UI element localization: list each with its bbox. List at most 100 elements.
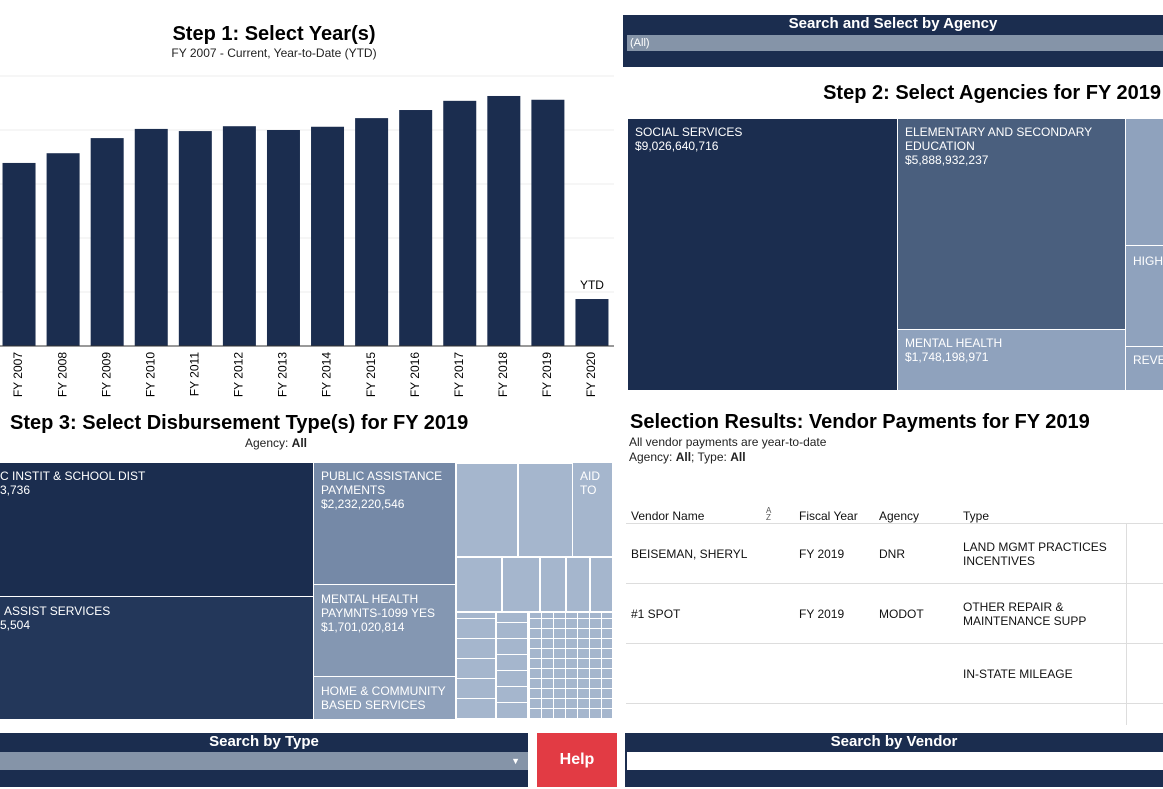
agency-dropdown-value: (All) bbox=[630, 37, 650, 49]
table-cell: OTHER PROFESSIONAL bbox=[963, 704, 1113, 725]
x-tick-label: FY 2010 bbox=[143, 352, 157, 397]
cell-label: C INSTIT & SCHOOL DIST bbox=[0, 469, 146, 483]
bar[interactable] bbox=[222, 126, 256, 346]
bar[interactable] bbox=[90, 138, 124, 346]
table-cell: 1 INTERPRETING & bbox=[631, 704, 781, 725]
agency-search-title: Search and Select by Agency bbox=[788, 15, 998, 32]
treemap-cell[interactable] bbox=[540, 557, 566, 612]
table-cell: MODOT bbox=[879, 606, 924, 621]
agency-dropdown[interactable]: (All) bbox=[627, 35, 1163, 51]
treemap-cell[interactable]: MENTAL HEALTH PAYMNTS-1099 YES $1,701,020… bbox=[314, 585, 456, 677]
step1-title: Step 1: Select Year(s) bbox=[172, 23, 376, 45]
bar[interactable] bbox=[575, 299, 609, 346]
vendor-search-panel: Search by Vendor bbox=[625, 733, 1163, 787]
table-cell: OTHER REPAIR & MAINTENANCE SUPP bbox=[963, 599, 1087, 628]
treemap-cell[interactable] bbox=[456, 557, 502, 612]
cell-label: SOCIAL SERVICES bbox=[635, 125, 743, 139]
bar[interactable] bbox=[531, 99, 565, 346]
bar[interactable] bbox=[2, 162, 36, 346]
bar[interactable] bbox=[487, 95, 521, 346]
cell-value: $9,026,640,716 bbox=[635, 139, 719, 153]
type-search-title: Search by Type bbox=[209, 733, 319, 750]
agency-value: All bbox=[291, 436, 308, 450]
agency-prefix: Agency: bbox=[629, 450, 673, 464]
results-note: All vendor payments are year-to-date bbox=[629, 435, 827, 449]
cell-value: $1,701,020,814 bbox=[321, 620, 405, 634]
treemap-cell[interactable]: HIGH bbox=[1126, 246, 1163, 347]
x-tick-label: FY 2016 bbox=[408, 352, 422, 397]
cell-label: PUBLIC ASSISTANCE PAYMENTS bbox=[321, 469, 443, 497]
cell-value: $2,232,220,546 bbox=[321, 497, 405, 511]
x-tick-label: FY 2017 bbox=[452, 352, 466, 397]
type-treemap: C INSTIT & SCHOOL DIST 3,736 ASSIST SERVI… bbox=[0, 463, 613, 720]
treemap-cell[interactable] bbox=[456, 612, 496, 720]
treemap-cell[interactable]: C INSTIT & SCHOOL DIST 3,736 bbox=[0, 463, 314, 597]
vendor-search-input[interactable] bbox=[627, 752, 1163, 770]
treemap-cell[interactable] bbox=[1126, 119, 1163, 246]
treemap-cell[interactable]: HOME & COMMUNITY BASED SERVICES bbox=[314, 677, 456, 720]
step3-agency: Agency: All bbox=[0, 436, 552, 450]
help-button[interactable]: Help bbox=[537, 733, 617, 787]
x-tick-label: FY 2018 bbox=[496, 352, 510, 397]
treemap-cell[interactable]: MENTAL HEALTH $1,748,198,971 bbox=[898, 330, 1126, 391]
cell-value: 3,736 bbox=[0, 483, 31, 497]
treemap-cell[interactable] bbox=[528, 612, 613, 720]
row-divider bbox=[626, 643, 1163, 644]
agency-value: All bbox=[675, 450, 692, 464]
row-divider bbox=[626, 583, 1163, 584]
bar[interactable] bbox=[355, 118, 389, 347]
x-tick-label: FY 2019 bbox=[540, 352, 554, 397]
bar[interactable] bbox=[134, 128, 168, 346]
vendor-search-title: Search by Vendor bbox=[830, 733, 958, 750]
cell-label: HOME & COMMUNITY BASED SERVICES bbox=[321, 684, 446, 712]
column-header[interactable]: Type bbox=[963, 509, 990, 523]
x-tick-label: FY 2009 bbox=[99, 352, 113, 397]
cell-label: ELEMENTARY AND SECONDARY EDUCATION bbox=[905, 125, 1092, 153]
row-divider bbox=[626, 703, 1163, 704]
column-header[interactable]: Agency bbox=[879, 509, 920, 523]
type-dropdown[interactable]: ▼ bbox=[0, 752, 528, 770]
treemap-cell[interactable]: AID TO bbox=[573, 463, 613, 557]
step2-title: Step 2: Select Agencies for FY 2019 bbox=[823, 82, 1161, 104]
bar[interactable] bbox=[399, 110, 433, 347]
step3-title: Step 3: Select Disbursement Type(s) for … bbox=[10, 412, 469, 434]
bar[interactable] bbox=[443, 100, 477, 346]
cell-label: MENTAL HEALTH bbox=[905, 336, 1003, 350]
bar[interactable] bbox=[311, 126, 345, 346]
bar[interactable] bbox=[178, 131, 212, 346]
results-filter: Agency: All; Type: All bbox=[629, 450, 746, 464]
treemap-cell[interactable] bbox=[502, 557, 540, 612]
treemap-cell[interactable]: REVE bbox=[1126, 347, 1163, 391]
results-title: Selection Results: Vendor Payments for F… bbox=[630, 411, 1090, 433]
table-cell: FY 2019 bbox=[799, 606, 845, 621]
cell-label: MENTAL HEALTH PAYMNTS-1099 YES bbox=[321, 592, 436, 620]
x-tick-label: FY 2013 bbox=[276, 352, 290, 397]
x-tick-label: FY 2020 bbox=[584, 352, 598, 397]
bar[interactable] bbox=[46, 153, 80, 346]
treemap-cell[interactable] bbox=[456, 463, 518, 557]
table-cell: #1 SPOT bbox=[631, 606, 681, 621]
type-search-panel: Search by Type ▼ bbox=[0, 733, 528, 787]
treemap-cell[interactable] bbox=[496, 612, 528, 720]
cell-label: HIGH bbox=[1133, 254, 1163, 268]
table-cell: IN-STATE MILEAGE bbox=[963, 666, 1073, 681]
treemap-cell[interactable] bbox=[590, 557, 613, 612]
table-cell: DNR bbox=[879, 546, 905, 561]
treemap-cell[interactable]: ASSIST SERVICES 5,504 bbox=[0, 597, 314, 720]
bar[interactable] bbox=[266, 130, 300, 346]
treemap-cell[interactable]: ELEMENTARY AND SECONDARY EDUCATION $5,888… bbox=[898, 119, 1126, 330]
treemap-cell[interactable]: SOCIAL SERVICES $9,026,640,716 bbox=[628, 119, 898, 391]
treemap-cell[interactable] bbox=[566, 557, 590, 612]
agency-search-panel: Search and Select by Agency (All) bbox=[623, 15, 1163, 67]
x-tick-label: FY 2007 bbox=[11, 352, 25, 397]
column-header[interactable]: Vendor Name bbox=[631, 509, 705, 523]
treemap-cell[interactable]: PUBLIC ASSISTANCE PAYMENTS $2,232,220,546 bbox=[314, 463, 456, 585]
cell-value: 5,504 bbox=[0, 618, 31, 632]
table-cell: BEISEMAN, SHERYL bbox=[631, 546, 748, 561]
treemap-cell[interactable] bbox=[518, 463, 573, 557]
column-header[interactable]: Fiscal Year bbox=[799, 509, 858, 523]
cell-label: REVE bbox=[1133, 353, 1163, 367]
